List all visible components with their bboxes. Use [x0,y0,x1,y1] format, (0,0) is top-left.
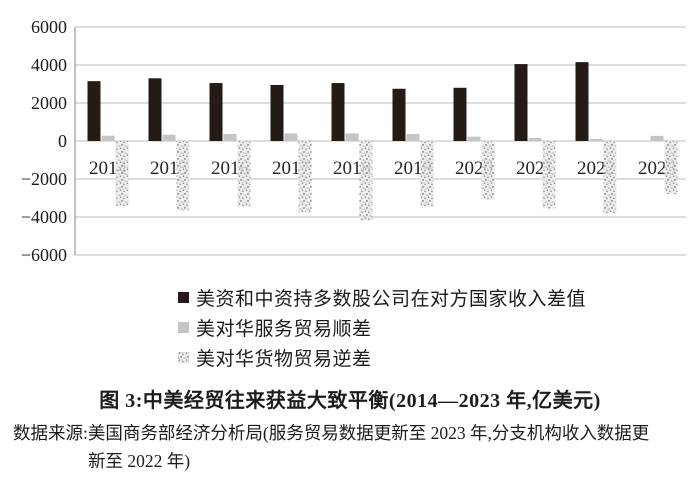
source-line-1: 数据来源:美国商务部经济分析局(服务贸易数据更新至 2023 年,分支机构收入数… [13,423,650,443]
bar-goods-deficit [176,141,190,211]
bar-goods-deficit [298,141,312,213]
speckled-series-swatch-icon [178,351,189,363]
gray-series-swatch-icon [178,321,189,333]
bar-income-gap [209,83,223,141]
y-tick-label: 2000 [31,93,67,113]
legend-label: 美对华货物贸易逆差 [196,348,372,370]
chart-legend: 美资和中资持多数股公司在对方国家收入差值 美对华服务贸易顺差 美对华货物贸易逆差 [178,282,586,372]
bar-services-surplus [162,134,176,141]
legend-item-goods-deficit: 美对华货物贸易逆差 [178,342,586,372]
black-series-swatch-icon [178,291,189,303]
bar-income-gap [331,83,345,141]
bar-services-surplus [223,133,237,141]
bar-services-surplus [406,133,420,141]
legend-item-income-gap: 美资和中资持多数股公司在对方国家收入差值 [178,282,586,312]
figure-source: 数据来源:美国商务部经济分析局(服务贸易数据更新至 2023 年,分支机构收入数… [13,419,649,475]
bar-income-gap [270,84,284,141]
bar-income-gap [453,87,467,141]
bar-income-gap [87,81,101,141]
source-line-2: 新至 2022 年) [88,451,191,471]
y-tick-label: −6000 [21,245,67,265]
bar-services-surplus [528,137,542,141]
legend-label: 美对华服务贸易顺差 [196,318,372,340]
bar-goods-deficit [603,141,617,214]
bar-goods-deficit [359,141,373,221]
y-tick-label: −2000 [21,169,67,189]
bar-goods-deficit [542,141,556,209]
legend-item-services-surplus: 美对华服务贸易顺差 [178,312,586,342]
bar-services-surplus [467,136,481,141]
bar-income-gap [575,62,589,141]
bar-income-gap [148,78,162,141]
y-tick-label: 6000 [31,17,67,37]
bar-income-gap [392,88,406,141]
y-tick-label: −4000 [21,207,67,227]
bar-goods-deficit [664,141,678,195]
bar-goods-deficit [115,141,129,207]
legend-label: 美资和中资持多数股公司在对方国家收入差值 [196,288,587,310]
bar-services-surplus [284,133,298,141]
figure-title: 图 3:中美经贸往来获益大致平衡(2014—2023 年,亿美元) [99,390,601,412]
bar-services-surplus [650,135,664,141]
bar-goods-deficit [420,141,434,207]
bar-services-surplus [345,133,359,141]
y-tick-label: 0 [58,131,67,151]
bar-services-surplus [101,135,115,141]
bar-goods-deficit [237,141,251,207]
bar-services-surplus [589,138,603,141]
bar-income-gap [514,64,528,141]
y-tick-label: 4000 [31,55,67,75]
bar-goods-deficit [481,141,495,200]
